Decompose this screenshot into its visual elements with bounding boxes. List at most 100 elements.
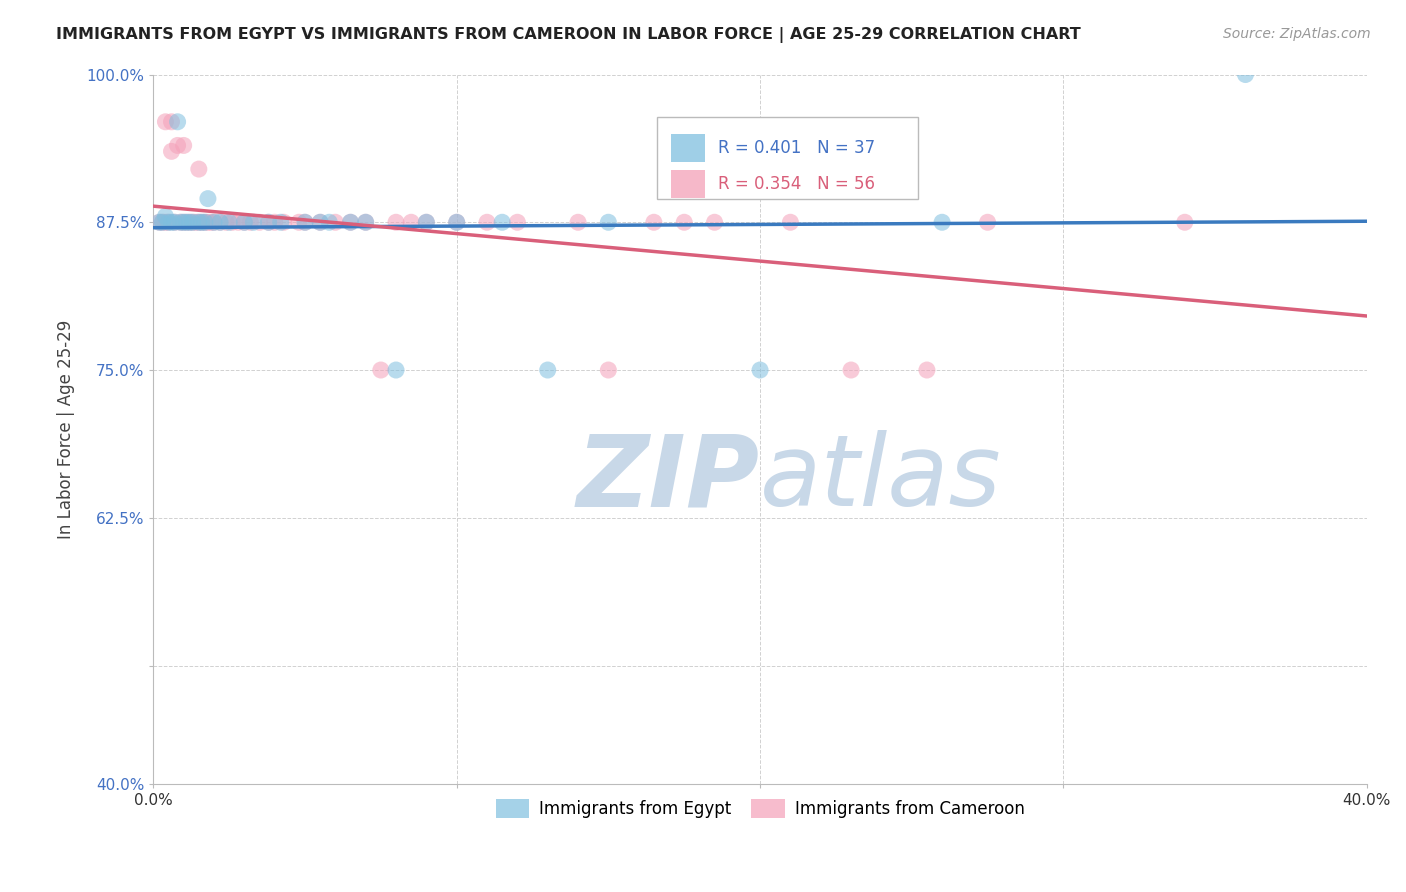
Point [294, 215, 316, 229]
Point [173, 138, 195, 153]
FancyBboxPatch shape [657, 117, 918, 199]
Point [187, 215, 209, 229]
Point [181, 215, 204, 229]
Point [598, 363, 620, 377]
Point [179, 215, 201, 229]
Point [273, 215, 295, 229]
Point [173, 215, 195, 229]
Point [148, 215, 170, 229]
Point [239, 215, 262, 229]
Point [339, 215, 361, 229]
Legend: Immigrants from Egypt, Immigrants from Cameroon: Immigrants from Egypt, Immigrants from C… [489, 792, 1031, 825]
Point [218, 215, 240, 229]
Point [160, 145, 183, 159]
Point [152, 215, 174, 229]
Point [370, 363, 392, 377]
Point [233, 215, 256, 229]
Point [976, 215, 998, 229]
Point [309, 215, 332, 229]
Point [163, 215, 186, 229]
Text: IMMIGRANTS FROM EGYPT VS IMMIGRANTS FROM CAMEROON IN LABOR FORCE | AGE 25-29 COR: IMMIGRANTS FROM EGYPT VS IMMIGRANTS FROM… [56, 27, 1081, 43]
Point [779, 215, 801, 229]
Text: Source: ZipAtlas.com: Source: ZipAtlas.com [1223, 27, 1371, 41]
Point [263, 215, 285, 229]
Point [294, 215, 316, 229]
Point [209, 215, 232, 229]
Point [385, 215, 408, 229]
Point [354, 215, 377, 229]
Point [187, 162, 209, 177]
Point [1174, 215, 1197, 229]
Point [339, 215, 361, 229]
Point [537, 363, 560, 377]
Point [491, 215, 513, 229]
Point [703, 215, 725, 229]
Y-axis label: In Labor Force | Age 25-29: In Labor Force | Age 25-29 [58, 319, 75, 539]
Point [215, 215, 238, 229]
Point [446, 215, 468, 229]
Point [318, 215, 340, 229]
Point [325, 215, 347, 229]
Point [148, 215, 170, 229]
Point [221, 215, 243, 229]
Point [598, 215, 620, 229]
Point [181, 215, 204, 229]
Point [415, 215, 437, 229]
Point [191, 215, 214, 229]
Point [179, 215, 201, 229]
Point [415, 215, 437, 229]
Point [242, 215, 264, 229]
Point [155, 115, 177, 129]
Point [399, 215, 422, 229]
Point [184, 215, 207, 229]
Point [200, 215, 222, 229]
Point [187, 215, 209, 229]
Point [166, 138, 188, 153]
Point [288, 215, 311, 229]
Point [155, 210, 177, 224]
Point [354, 215, 377, 229]
Point [257, 215, 280, 229]
Point [176, 215, 198, 229]
Text: atlas: atlas [761, 430, 1001, 527]
Point [567, 215, 589, 229]
Point [209, 215, 232, 229]
Point [839, 363, 862, 377]
Point [176, 215, 198, 229]
Point [169, 215, 191, 229]
Point [152, 215, 174, 229]
Point [915, 363, 938, 377]
Point [194, 215, 217, 229]
Point [931, 215, 953, 229]
FancyBboxPatch shape [672, 169, 706, 198]
Point [233, 215, 256, 229]
Point [197, 192, 219, 206]
Point [191, 215, 214, 229]
Point [173, 215, 195, 229]
Point [643, 215, 665, 229]
Text: ZIP: ZIP [576, 430, 761, 527]
Point [166, 115, 188, 129]
Point [202, 215, 225, 229]
Point [249, 215, 271, 229]
Point [169, 215, 191, 229]
Point [506, 215, 529, 229]
Point [194, 215, 217, 229]
Point [309, 215, 332, 229]
Point [155, 215, 177, 229]
Point [1234, 68, 1257, 82]
Point [202, 215, 225, 229]
Point [673, 215, 696, 229]
Point [160, 115, 183, 129]
Point [163, 215, 186, 229]
Text: R = 0.354   N = 56: R = 0.354 N = 56 [717, 175, 875, 193]
Point [226, 215, 249, 229]
Point [270, 215, 292, 229]
Point [749, 363, 772, 377]
FancyBboxPatch shape [672, 134, 706, 162]
Point [197, 215, 219, 229]
Point [257, 215, 280, 229]
Text: R = 0.401   N = 37: R = 0.401 N = 37 [717, 139, 875, 157]
Point [385, 363, 408, 377]
Point [157, 215, 180, 229]
